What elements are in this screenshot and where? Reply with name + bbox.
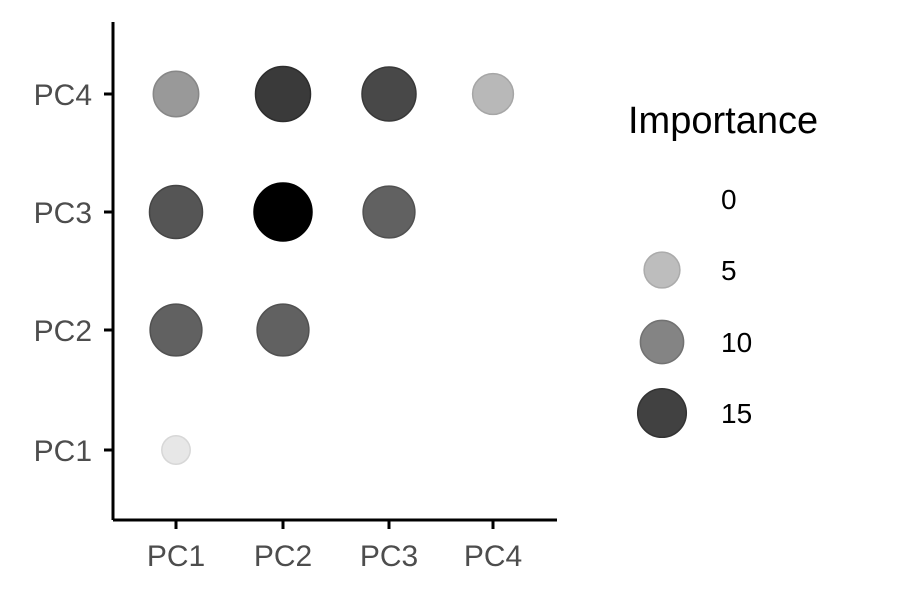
point-pc2-pc3 [253, 182, 313, 242]
legend-label-15: 15 [721, 398, 752, 429]
x-tick-label-pc2: PC2 [254, 540, 312, 573]
legend-entries: 0 5 10 15 [636, 184, 752, 439]
y-tick-label-pc1: PC1 [34, 435, 92, 468]
legend: Importance 0 5 10 15 [628, 100, 818, 439]
y-tick-label-pc2: PC2 [34, 315, 92, 348]
legend-key-5 [643, 251, 681, 289]
legend-label-0: 0 [721, 184, 737, 215]
y-axis-ticks: PC1 PC2 PC3 PC4 [34, 79, 113, 468]
point-pc1-pc4 [152, 70, 200, 118]
x-tick-label-pc4: PC4 [464, 540, 522, 573]
legend-title: Importance [628, 100, 818, 142]
legend-key-10 [639, 319, 685, 365]
point-pc1-pc2 [149, 303, 203, 357]
point-pc2-pc4 [254, 65, 312, 123]
x-axis-ticks: PC1 PC2 PC3 PC4 [147, 520, 522, 573]
point-pc3-pc3 [362, 185, 416, 239]
legend-label-5: 5 [721, 255, 737, 286]
point-pc1-pc3 [148, 184, 204, 240]
x-tick-label-pc3: PC3 [360, 540, 418, 573]
point-pc2-pc2 [256, 303, 310, 357]
y-tick-label-pc4: PC4 [34, 79, 92, 112]
point-pc4-pc4 [471, 72, 515, 116]
points-layer [148, 65, 515, 465]
x-tick-label-pc1: PC1 [147, 540, 205, 573]
point-pc1-pc1 [161, 435, 191, 465]
point-pc3-pc4 [361, 66, 417, 122]
y-tick-label-pc3: PC3 [34, 197, 92, 230]
legend-label-10: 10 [721, 327, 752, 358]
legend-key-15 [636, 387, 688, 439]
